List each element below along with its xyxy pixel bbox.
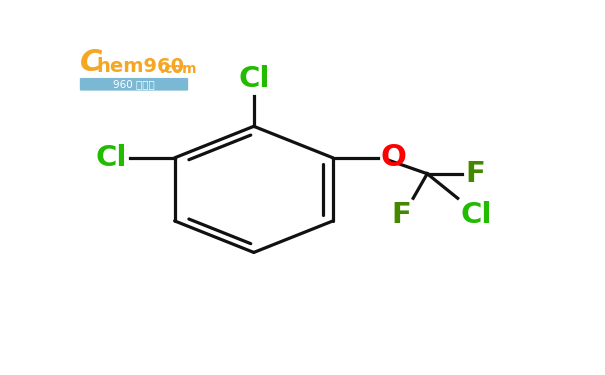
Text: F: F — [391, 201, 411, 229]
Text: O: O — [381, 143, 406, 172]
Text: Cl: Cl — [460, 201, 491, 229]
Text: Cl: Cl — [238, 64, 270, 93]
Text: 960 化工网: 960 化工网 — [113, 79, 155, 89]
Text: hem960: hem960 — [96, 57, 185, 76]
Text: Cl: Cl — [96, 144, 127, 172]
Text: .com: .com — [160, 62, 197, 76]
Text: C: C — [80, 48, 103, 77]
FancyBboxPatch shape — [80, 78, 188, 91]
Text: F: F — [465, 160, 485, 188]
